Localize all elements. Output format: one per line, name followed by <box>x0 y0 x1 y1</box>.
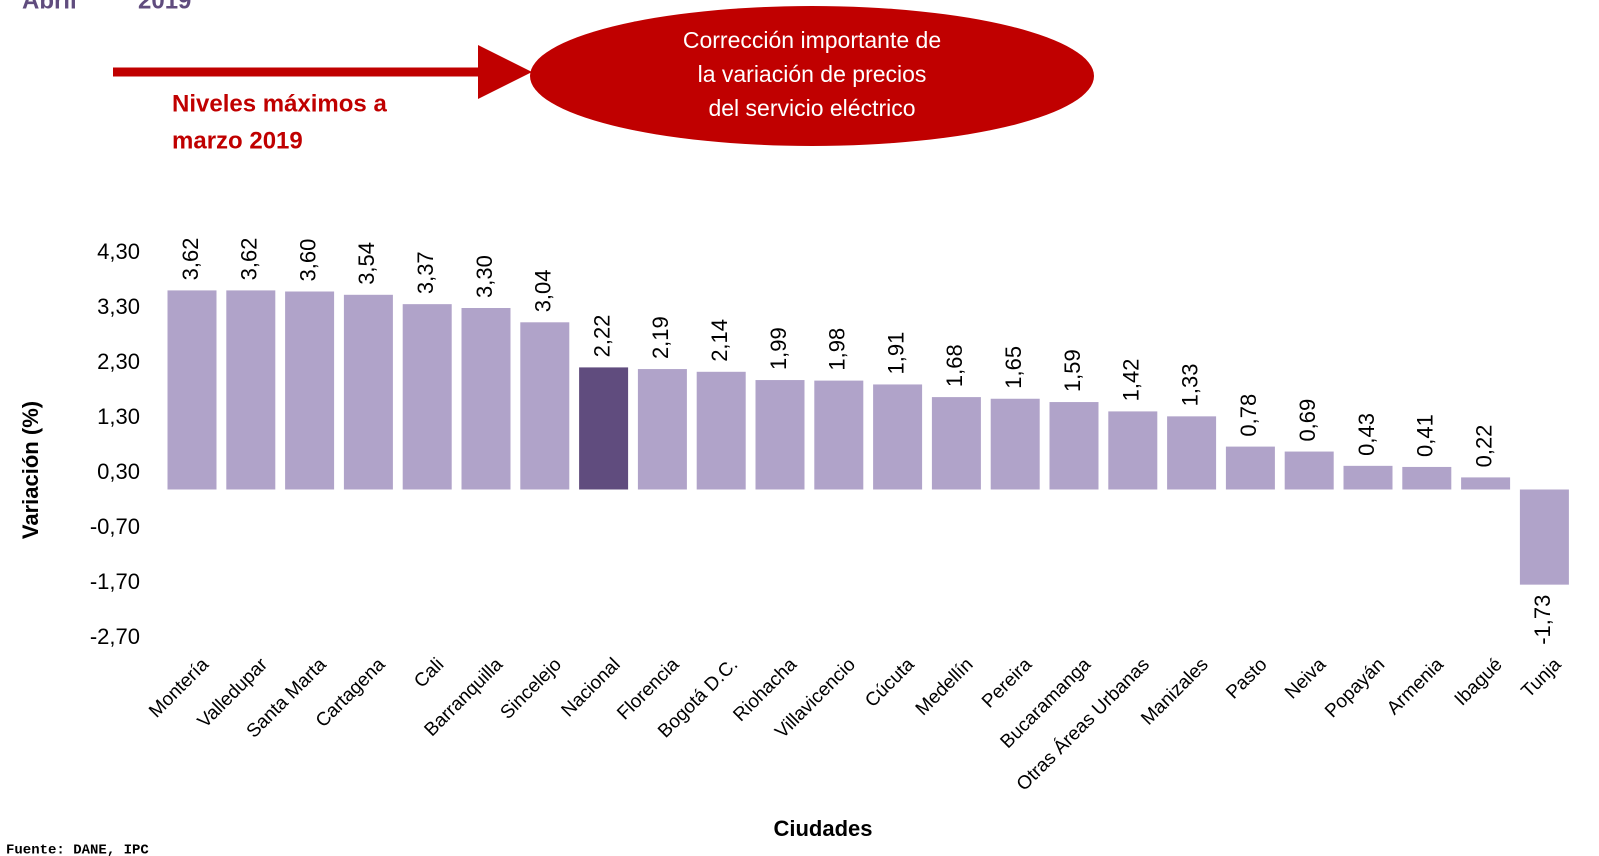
note-line: Niveles máximos a <box>172 90 387 117</box>
title-year: 2019 <box>138 0 191 14</box>
bar <box>873 384 923 490</box>
title-month: Abril <box>22 0 77 14</box>
y-tick-label: 1,30 <box>97 404 140 429</box>
y-tick-label: 2,30 <box>97 349 140 374</box>
note-line: marzo 2019 <box>172 127 303 154</box>
value-label: 3,04 <box>531 269 556 312</box>
y-tick-label: -1,70 <box>90 569 140 594</box>
bar <box>226 290 276 490</box>
value-label: 0,22 <box>1471 425 1496 468</box>
bar <box>285 291 335 490</box>
x-tick-label: Popayán <box>1321 654 1389 722</box>
value-label: 3,37 <box>413 251 438 294</box>
value-label: 2,14 <box>707 319 732 362</box>
x-tick-label: Cali <box>410 654 448 692</box>
bar <box>167 290 217 490</box>
value-label: 2,22 <box>589 315 614 358</box>
x-tick-label: Medellín <box>912 654 978 720</box>
callout-line: la variación de precios <box>698 61 927 87</box>
x-tick-label: Tunja <box>1518 654 1566 702</box>
value-label: 2,19 <box>648 316 673 359</box>
value-label: 1,33 <box>1177 364 1202 407</box>
x-tick-label: Pereira <box>978 654 1036 712</box>
x-tick-label: Cúcuta <box>861 654 919 712</box>
bar <box>1108 411 1158 490</box>
value-label: 3,62 <box>237 238 262 281</box>
value-label: 1,59 <box>1060 349 1085 392</box>
x-axis-label: Ciudades <box>773 816 872 841</box>
value-label: 3,60 <box>295 239 320 282</box>
y-tick-label: -2,70 <box>90 624 140 649</box>
bar <box>461 308 511 490</box>
y-tick-label: 0,30 <box>97 459 140 484</box>
value-label: 3,54 <box>354 242 379 285</box>
x-tick-label: Ibagué <box>1451 654 1507 710</box>
callout-ellipse <box>530 6 1094 146</box>
bar <box>1284 451 1334 490</box>
value-label: 1,42 <box>1119 359 1144 402</box>
value-label: 0,78 <box>1236 394 1261 437</box>
y-axis-label: Variación (%) <box>18 401 43 539</box>
y-tick-label: -0,70 <box>90 514 140 539</box>
bar <box>931 397 981 490</box>
bar <box>1225 446 1275 490</box>
x-tick-label: Pasto <box>1222 654 1271 703</box>
bar <box>814 380 864 490</box>
bar <box>1343 465 1393 490</box>
bar <box>990 398 1040 490</box>
value-label: 1,91 <box>883 332 908 375</box>
value-label: 3,30 <box>472 255 497 298</box>
value-label: 0,41 <box>1413 414 1438 457</box>
value-label: 0,43 <box>1354 413 1379 456</box>
bar <box>696 371 746 490</box>
value-label: -1,73 <box>1530 595 1555 645</box>
bar <box>1049 402 1099 490</box>
bar <box>637 369 687 490</box>
x-tick-label: Neiva <box>1281 654 1331 704</box>
bar <box>520 322 570 490</box>
callout-line: Corrección importante de <box>683 27 941 53</box>
x-tick-label: Armenia <box>1383 654 1448 719</box>
value-label: 1,68 <box>942 344 967 387</box>
value-label: 1,99 <box>766 327 791 370</box>
value-label: 0,69 <box>1295 399 1320 442</box>
source: Fuente: DANE, IPC <box>6 843 149 856</box>
y-tick-label: 3,30 <box>97 294 140 319</box>
value-label: 1,98 <box>825 328 850 371</box>
value-label: 1,65 <box>1001 346 1026 389</box>
bar <box>343 294 393 490</box>
bar <box>1519 489 1569 585</box>
bar <box>1167 416 1217 490</box>
y-tick-label: 4,30 <box>97 239 140 264</box>
callout-line: del servicio eléctrico <box>708 95 915 121</box>
bar <box>579 367 629 490</box>
bar <box>402 304 452 490</box>
bar <box>1461 477 1511 490</box>
x-tick-label: Sincelejo <box>497 654 566 723</box>
bar <box>755 380 805 490</box>
value-label: 3,62 <box>178 238 203 281</box>
bar <box>1402 466 1452 490</box>
